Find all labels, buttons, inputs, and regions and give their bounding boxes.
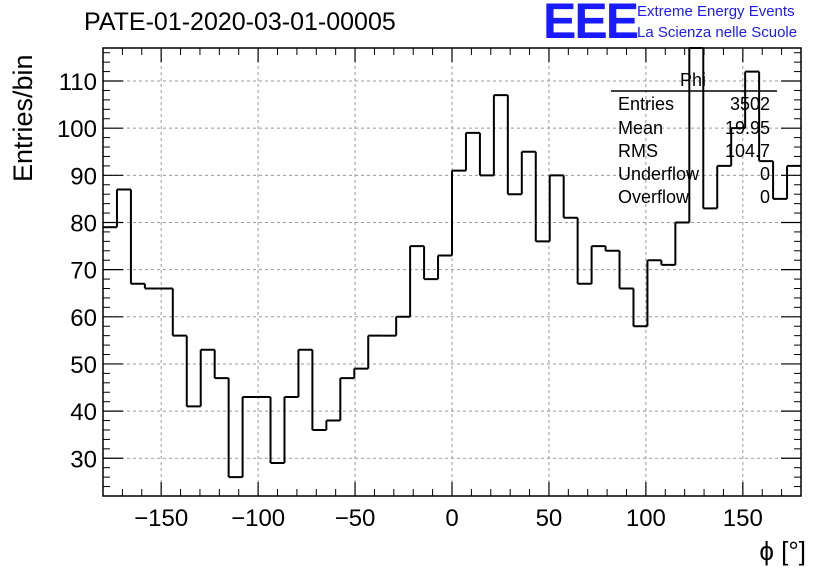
stats-value-mean: 19.95 [725, 118, 770, 138]
stats-value-underflow: 0 [760, 164, 770, 184]
stats-label-entries: Entries [618, 94, 674, 114]
stats-box-name: Phi [680, 70, 706, 90]
stats-box: Phi Entries 3502 Mean 19.95 RMS 104.7 Un… [611, 70, 777, 207]
histogram-bin [353, 367, 369, 379]
y-tick-label: 40 [70, 399, 97, 426]
x-tick-label: 150 [723, 505, 763, 532]
histogram-bin [269, 396, 285, 464]
y-tick-label: 110 [59, 69, 97, 96]
histogram-bin [185, 335, 201, 408]
histogram-bin [423, 246, 439, 281]
x-tick-label: −150 [134, 505, 188, 532]
stats-label-overflow: Overflow [618, 187, 690, 207]
histogram-bin [478, 132, 494, 177]
plot-frame [102, 47, 802, 497]
stats-value-entries: 3502 [730, 94, 770, 114]
eee-logo: EEE [543, 0, 639, 49]
histogram-bin [437, 254, 452, 280]
histogram-bin [464, 131, 480, 171]
logo-subtitle-2: La Scienza nelle Scuole [637, 24, 798, 41]
histogram-bin [674, 221, 690, 265]
histogram-bin [534, 151, 550, 243]
histogram-bin [492, 94, 508, 176]
histogram-bin [395, 315, 411, 336]
histogram-bins [103, 47, 801, 479]
histogram-bin [786, 164, 801, 199]
x-tick-label: −100 [231, 505, 285, 532]
stats-value-rms: 104.7 [725, 141, 770, 161]
histogram-bin [604, 246, 620, 252]
y-axis-label: Entries/bin [8, 54, 38, 182]
histogram-bin [311, 349, 327, 431]
histogram-bin [716, 164, 732, 209]
chart-title: PATE-01-2020-03-01-00005 [84, 8, 396, 36]
histogram-bin [702, 48, 718, 210]
histogram-bin [297, 348, 313, 397]
histogram-bin [520, 150, 536, 195]
stats-label-underflow: Underflow [618, 164, 700, 184]
histogram-bin [618, 250, 634, 290]
histogram-bin [660, 260, 676, 266]
histogram-bin [143, 283, 159, 290]
y-tick-label: 30 [70, 446, 97, 473]
histogram-bin [506, 95, 522, 196]
histogram-bin [241, 395, 257, 478]
histogram-bin [451, 169, 466, 256]
histogram-bin [772, 161, 788, 200]
y-tick-label: 90 [70, 163, 97, 190]
y-tick-labels: 30 40 50 60 70 80 90 100 110 [57, 69, 97, 473]
histogram-bin [227, 378, 243, 479]
histogram-bin [562, 175, 578, 219]
stats-label-mean: Mean [618, 118, 663, 138]
x-tick-label: 0 [445, 505, 458, 532]
histogram-bin [171, 288, 187, 337]
histogram-bin [590, 245, 606, 284]
stats-label-rms: RMS [618, 141, 658, 161]
x-tick-label: 50 [536, 505, 563, 532]
histogram-bin [409, 245, 425, 317]
histogram-bin [548, 174, 564, 242]
y-tick-label: 50 [70, 352, 97, 379]
histogram-bin [325, 419, 341, 430]
logo-subtitle-1: Extreme Energy Events [637, 3, 795, 20]
x-tick-labels: −150 −100 −50 0 50 100 150 [134, 505, 763, 532]
histogram-bin [576, 217, 592, 285]
x-axis-label: ϕ [°] [759, 536, 806, 566]
x-tick-label: 100 [626, 505, 666, 532]
y-tick-label: 100 [57, 116, 97, 143]
histogram-bin [213, 349, 229, 380]
histogram-bin [339, 377, 355, 421]
histogram-bin [367, 334, 383, 369]
histogram-bin [115, 188, 131, 228]
histogram-bin [129, 189, 145, 285]
y-tick-label: 80 [70, 210, 97, 237]
y-tick-label: 70 [70, 258, 97, 285]
y-tick-label: 60 [70, 305, 97, 332]
minor-ticks [102, 48, 802, 496]
histogram-bin [632, 288, 648, 328]
histogram-bin [283, 395, 299, 463]
histogram-bin [199, 348, 215, 407]
x-tick-label: −50 [335, 505, 376, 532]
histogram-bin [730, 127, 746, 166]
grid-lines [103, 48, 801, 496]
stats-value-overflow: 0 [760, 187, 770, 207]
histogram-bin [646, 259, 662, 327]
histogram-bin [758, 71, 774, 163]
histogram-bin [744, 70, 760, 129]
